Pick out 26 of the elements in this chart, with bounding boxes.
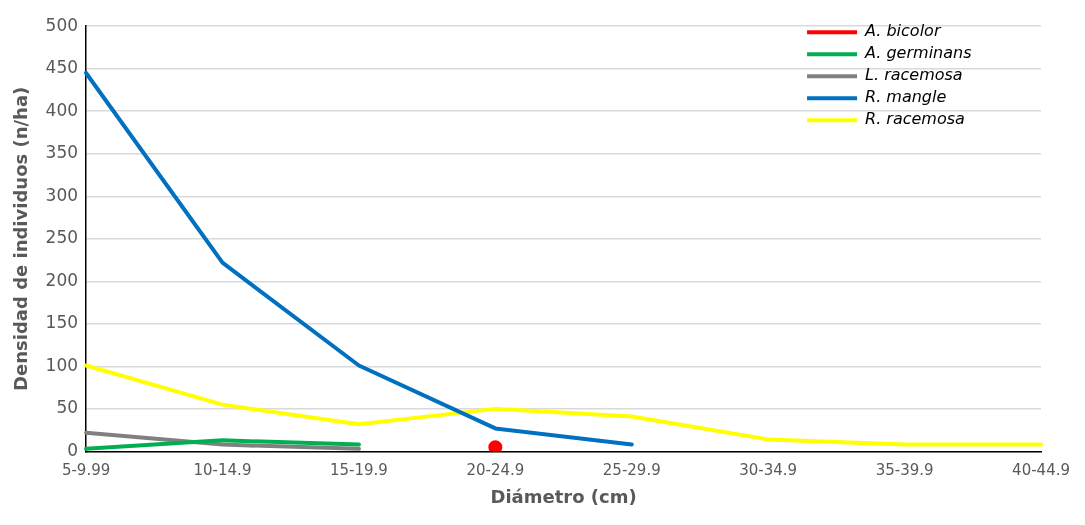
y-tick-label: 250 — [45, 227, 79, 248]
x-tick-label: 20-24.9 — [466, 461, 525, 480]
x-tick-label: 10-14.9 — [193, 461, 252, 480]
x-tick-label: 15-19.9 — [329, 461, 388, 480]
legend-label: A. germinans — [864, 43, 972, 63]
y-tick-label: 50 — [56, 397, 79, 418]
y-tick-label: 450 — [45, 57, 79, 78]
y-axis-title: Densidad de individuos (n/ha) — [10, 86, 32, 391]
y-tick-label: 150 — [45, 312, 79, 333]
legend-label: R. racemosa — [865, 109, 965, 129]
x-axis-title: Diámetro (cm) — [490, 485, 637, 507]
x-tick-label: 25-29.9 — [602, 461, 661, 480]
legend-label: R. mangle — [865, 87, 947, 107]
legend-label: L. racemosa — [865, 65, 963, 85]
x-tick-label: 30-34.9 — [739, 461, 798, 480]
y-tick-label: 200 — [45, 269, 79, 290]
y-tick-label: 0 — [67, 439, 79, 460]
y-tick-label: 350 — [45, 142, 79, 163]
y-tick-label: 500 — [45, 14, 79, 35]
x-tick-label: 40-44.9 — [1012, 461, 1070, 480]
y-tick-label: 300 — [45, 184, 79, 205]
x-tick-label: 5-9.99 — [61, 461, 111, 480]
y-tick-label: 100 — [45, 354, 79, 375]
legend-label: A. bicolor — [864, 21, 942, 41]
y-tick-label: 400 — [45, 99, 79, 120]
x-tick-label: 35-39.9 — [875, 461, 934, 480]
